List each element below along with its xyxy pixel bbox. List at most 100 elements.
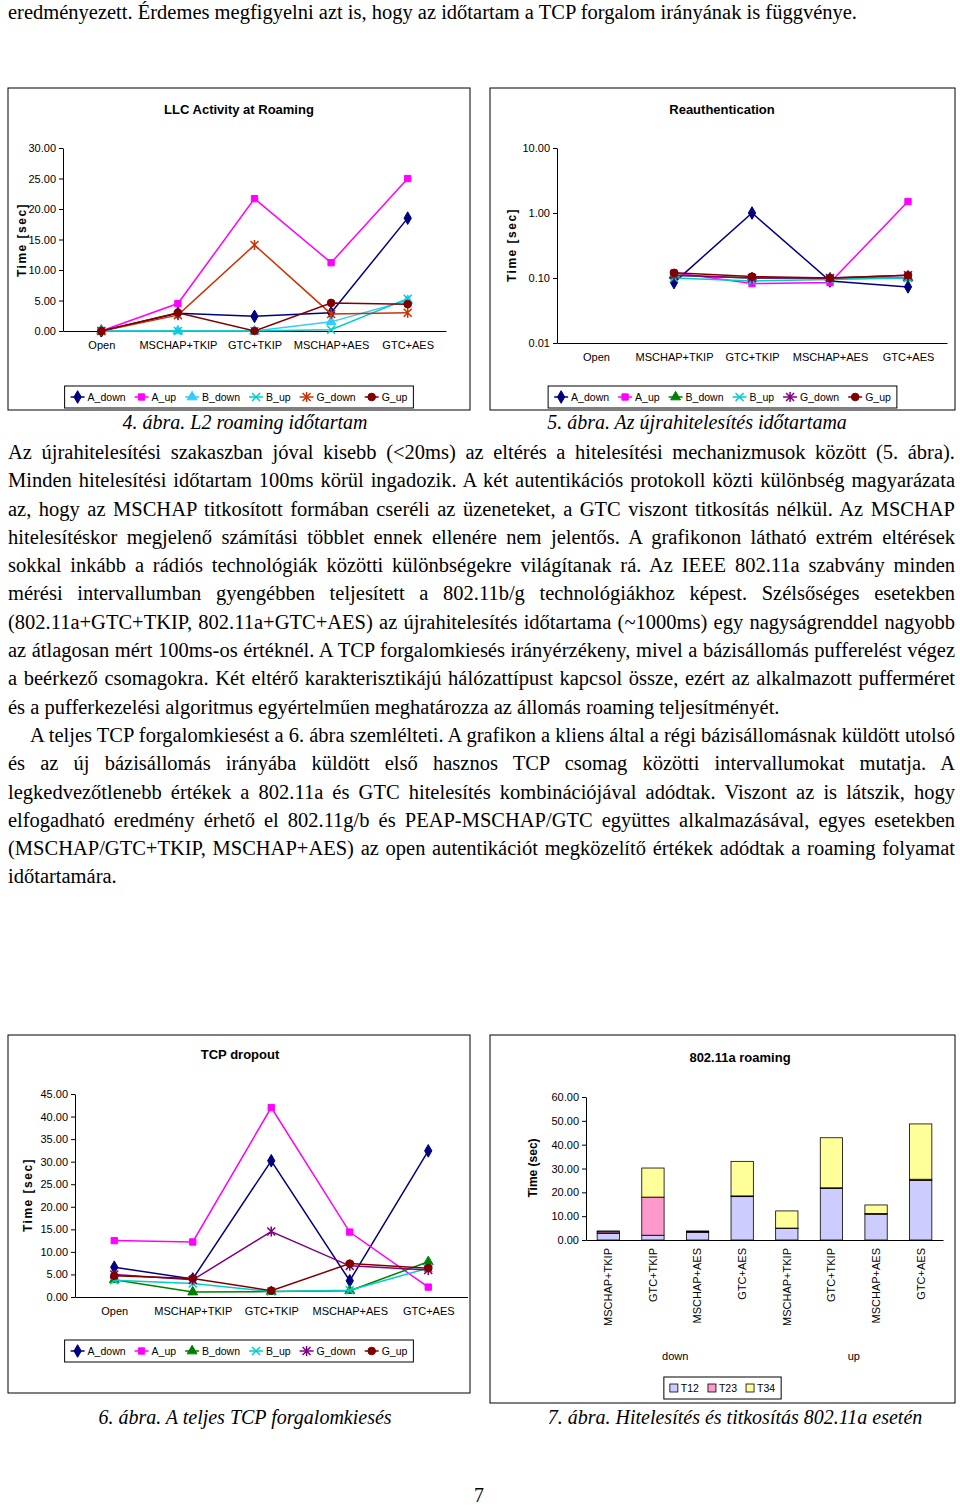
tick: 45.00 (40, 1088, 75, 1100)
legend-label: B_down (202, 391, 240, 403)
data-point (748, 273, 756, 283)
legend-item: A_down (71, 391, 126, 404)
tick-label: 5.00 (47, 1268, 68, 1280)
data-point (904, 271, 912, 279)
legend-item: G_down (783, 391, 839, 403)
tick-label: GTC+AES (736, 1248, 748, 1300)
legend-box (664, 1377, 781, 1399)
data-point (826, 274, 834, 282)
data-point (251, 310, 258, 323)
tick: GTC+TKIP (245, 1297, 299, 1317)
tick: 40.00 (40, 1111, 75, 1123)
legend-label: G_up (382, 391, 408, 403)
tick-label: 1.00 (529, 207, 550, 219)
data-point (405, 175, 411, 181)
tick: MSCHAP+TKIP (781, 1240, 793, 1326)
tick-label: GTC+AES (403, 1305, 455, 1317)
tick: 0.00 (558, 1234, 586, 1246)
tick-mark (71, 1184, 75, 1185)
data-point (175, 300, 181, 306)
chart-frame (490, 88, 955, 410)
paragraph: Az újrahitelesítési szakaszban jóval kis… (8, 438, 955, 721)
tick-label: 30.00 (40, 1156, 68, 1168)
legend-marker (303, 1346, 311, 1356)
tick-label: 10.00 (28, 264, 56, 276)
tick-label: 10.00 (522, 142, 550, 154)
tick-label: 50.00 (551, 1115, 579, 1127)
data-point (404, 300, 412, 308)
axis-line (76, 1297, 469, 1298)
paragraph: A teljes TCP forgalomkiesést a 6. ábra s… (8, 721, 955, 891)
series-line (101, 245, 407, 331)
legend-marker (368, 1347, 376, 1355)
axis-line (587, 1240, 944, 1241)
chart-title: TCP dropout (201, 1047, 280, 1062)
tick-mark (71, 1162, 75, 1163)
axis-line (586, 1098, 587, 1241)
tick: 20.00 (551, 1186, 586, 1198)
tick-label: MSCHAP+AES (313, 1305, 389, 1317)
tick: MSCHAP+TKIP (154, 1297, 232, 1317)
data-point (267, 1287, 275, 1295)
tick: 25.00 (40, 1178, 75, 1190)
tick-mark (59, 179, 63, 180)
tick-label: 25.00 (28, 173, 56, 185)
y-axis-title: Time (sec) (526, 1138, 540, 1197)
legend-label: A_down (571, 391, 609, 403)
legend-item: A_down (554, 391, 609, 404)
legend-item: A_up (135, 391, 177, 403)
tick-mark (582, 1145, 586, 1146)
data-point (97, 326, 105, 336)
y-axis-title: Time [sec] (21, 1158, 35, 1232)
legend-label: A_up (635, 391, 660, 403)
bar-segment (642, 1197, 664, 1235)
tick: 60.00 (551, 1091, 586, 1103)
tick: 35.00 (40, 1133, 75, 1145)
tick-label: MSCHAP+AES (691, 1248, 703, 1324)
data-point (251, 327, 259, 335)
data-point (327, 309, 335, 319)
legend-item: B_down (185, 1345, 240, 1357)
tick: 20.00 (28, 203, 63, 215)
legend-marker (736, 393, 744, 401)
legend-item: G_down (300, 391, 356, 403)
tick: 40.00 (551, 1139, 586, 1151)
tick: 10.00 (28, 264, 63, 276)
tick-label: 20.00 (28, 203, 56, 215)
tick-mark (71, 1252, 75, 1253)
tick: 15.00 (40, 1223, 75, 1235)
data-point (97, 327, 105, 335)
tick-label: 15.00 (28, 234, 56, 246)
data-point (98, 325, 105, 337)
tick-label: MSCHAP+TKIP (636, 351, 714, 363)
legend-marker (138, 1348, 144, 1354)
legend-box (548, 386, 897, 408)
tick-label: 0.00 (47, 1291, 68, 1303)
x-axis: MSCHAP+TKIPGTC+TKIPMSCHAP+AESGTC+AESMSCH… (587, 1240, 944, 1326)
legend-label: A_down (88, 391, 126, 403)
series-line (101, 299, 407, 331)
tick-mark (553, 148, 557, 149)
tick: 1.00 (529, 207, 557, 219)
chart-title: LLC Activity at Roaming (164, 102, 314, 117)
tick-label: 15.00 (40, 1223, 68, 1235)
tick-mark (71, 1229, 75, 1230)
data-point (826, 275, 833, 288)
tick-label: GTC+AES (915, 1248, 927, 1300)
series-line (101, 179, 407, 332)
data-point (111, 1237, 117, 1243)
tick-mark (59, 331, 63, 332)
tick-label: 40.00 (40, 1111, 68, 1123)
tick-mark (71, 1139, 75, 1140)
data-point (268, 1104, 274, 1110)
bar-segment (910, 1124, 932, 1179)
caption: 4. ábra. L2 roaming időtartam (123, 411, 368, 434)
tick-mark (582, 1240, 586, 1241)
chart: LLC Activity at RoamingTime [sec]0.005.0… (8, 88, 470, 410)
tick-label: 25.00 (40, 1178, 68, 1190)
tick: 0.10 (529, 272, 557, 284)
tick-label: 35.00 (40, 1133, 68, 1145)
data-point (327, 299, 335, 307)
category-group-label: down (662, 1350, 688, 1362)
legend-label: G_down (800, 391, 839, 403)
